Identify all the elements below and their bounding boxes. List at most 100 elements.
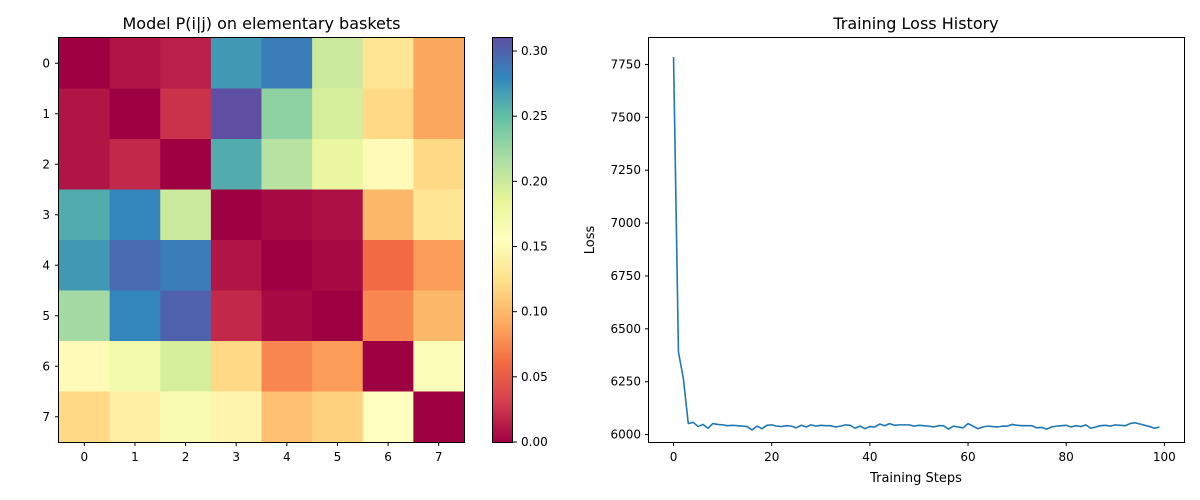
line-chart-x-tick-label: 60 [960, 450, 975, 464]
heatmap-cell [261, 391, 313, 443]
heatmap-cell [59, 38, 111, 90]
line-chart-x-tick-label: 20 [764, 450, 779, 464]
heatmap-y-tick-label: 0 [42, 56, 50, 70]
heatmap-cell [109, 341, 161, 393]
heatmap-y-tick-label: 2 [42, 157, 50, 171]
heatmap-cell [261, 290, 313, 342]
heatmap-panel: Model P(i|j) on elementary baskets 0 1 2 3 4… [42, 14, 465, 464]
heatmap-frame [58, 37, 465, 443]
line-chart-panel: Training Loss History 0 20 40 60 80 100 60006… [583, 14, 1185, 486]
heatmap-cells [59, 38, 465, 443]
heatmap-y-tick-label: 4 [42, 258, 50, 272]
line-chart-y-tick-label: 6500 [610, 322, 641, 336]
heatmap-cell [261, 139, 313, 191]
line-chart-x-label: Training Steps [869, 471, 962, 486]
heatmap-title: Model P(i|j) on elementary baskets [123, 14, 401, 33]
heatmap-cell [59, 88, 111, 140]
heatmap-cell [210, 38, 263, 90]
colorbar-tick-label: 0.25 [521, 109, 548, 123]
heatmap-y-tick-label: 6 [42, 359, 50, 373]
heatmap-cell [362, 38, 414, 90]
heatmap-cell [109, 290, 161, 342]
heatmap-cell [109, 391, 161, 443]
line-chart-x-tick-label: 0 [670, 450, 678, 464]
colorbar: 0.00 0.05 0.10 0.15 0.20 0.25 0.30 [492, 37, 548, 449]
heatmap-cell [160, 240, 212, 292]
heatmap-cell [59, 391, 111, 443]
loss-series-line [672, 57, 1160, 431]
heatmap-cell [413, 341, 465, 393]
heatmap-cell [261, 88, 313, 140]
heatmap-cell [109, 189, 161, 241]
heatmap-cell [362, 341, 414, 393]
heatmap-y-tick-label: 5 [42, 309, 50, 323]
heatmap-cell [312, 189, 364, 241]
colorbar-tick-label: 0.30 [521, 44, 548, 58]
line-chart-title: Training Loss History [832, 14, 998, 33]
line-chart-y-tick-label: 6250 [610, 375, 641, 389]
heatmap-cell [160, 391, 212, 443]
line-chart-y-tick-label: 7500 [610, 110, 641, 124]
heatmap-cell [312, 240, 364, 292]
heatmap-cell [362, 290, 414, 342]
line-chart-y-label: Loss [583, 226, 598, 255]
heatmap-x-tick-label: 2 [182, 450, 190, 464]
line-chart-x-ticks: 0 20 40 60 80 100 [670, 442, 1176, 464]
heatmap-cell [312, 139, 364, 191]
colorbar-tick-label: 0.15 [521, 240, 548, 254]
heatmap-cell [413, 38, 465, 90]
heatmap-x-tick-label: 1 [131, 450, 139, 464]
heatmap-cell [59, 290, 111, 342]
heatmap-cell [362, 88, 414, 140]
heatmap-cell [59, 189, 111, 241]
heatmap-cell [109, 88, 161, 140]
heatmap-x-tick-label: 6 [384, 450, 392, 464]
heatmap-x-tick-label: 0 [80, 450, 88, 464]
line-chart-y-tick-label: 7000 [610, 216, 641, 230]
line-chart-y-tick-label: 7750 [610, 57, 641, 71]
heatmap-cell [210, 341, 263, 393]
line-chart-x-tick-label: 80 [1059, 450, 1074, 464]
heatmap-cell [413, 240, 465, 292]
colorbar-ticks: 0.00 0.05 0.10 0.15 0.20 0.25 0.30 [513, 44, 548, 449]
heatmap-cell [312, 391, 364, 443]
heatmap-x-tick-label: 3 [232, 450, 240, 464]
heatmap-cell [59, 240, 111, 292]
heatmap-cell [109, 240, 161, 292]
heatmap-cell [261, 189, 313, 241]
colorbar-gradient [492, 37, 513, 443]
line-chart-y-tick-label: 6750 [610, 269, 641, 283]
heatmap-cell [362, 189, 414, 241]
heatmap-cell [312, 38, 364, 90]
heatmap-cell [59, 341, 111, 393]
heatmap-cell [59, 139, 111, 191]
line-chart-y-ticks: 6000 6250 6500 6750 7000 7250 7500 7750 [610, 57, 649, 442]
heatmap-cell [210, 240, 263, 292]
heatmap-cell [210, 189, 263, 241]
colorbar-tick-label: 0.00 [521, 435, 548, 449]
heatmap-cell [109, 38, 161, 90]
heatmap-cell [160, 38, 212, 90]
line-chart-y-tick-label: 6000 [610, 428, 641, 442]
colorbar-tick-label: 0.20 [521, 174, 548, 188]
line-chart-frame [648, 37, 1185, 443]
colorbar-tick-label: 0.05 [521, 370, 548, 384]
heatmap-cell [210, 290, 263, 342]
heatmap-cell [160, 290, 212, 342]
heatmap-cell [413, 391, 465, 443]
heatmap-x-tick-label: 5 [334, 450, 342, 464]
line-chart-y-tick-label: 7250 [610, 163, 641, 177]
heatmap-cell [362, 139, 414, 191]
line-chart-x-tick-label: 100 [1153, 450, 1176, 464]
heatmap-cell [312, 88, 364, 140]
heatmap-cell [312, 290, 364, 342]
colorbar-tick-label: 0.10 [521, 305, 548, 319]
heatmap-cell [210, 139, 263, 191]
heatmap-cell [210, 391, 263, 443]
heatmap-y-ticks: 0 1 2 3 4 5 6 7 [42, 56, 59, 424]
heatmap-cell [261, 240, 313, 292]
heatmap-cell [210, 88, 263, 140]
heatmap-cell [362, 391, 414, 443]
heatmap-cell [160, 341, 212, 393]
